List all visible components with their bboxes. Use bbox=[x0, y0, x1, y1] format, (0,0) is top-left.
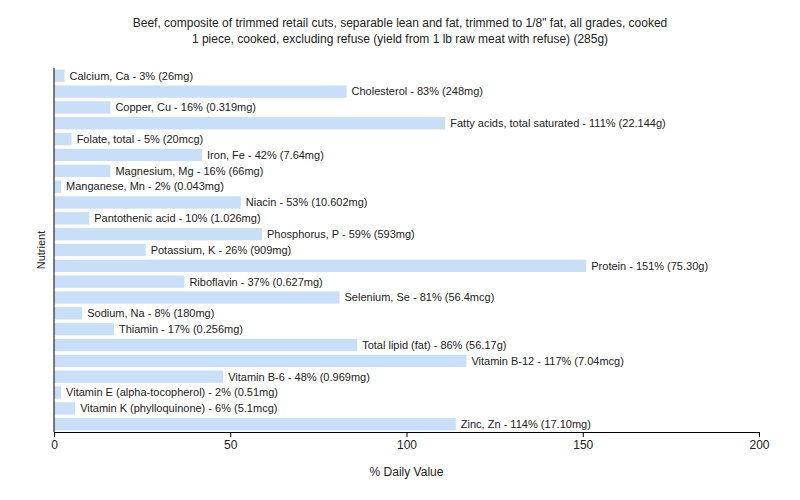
x-tick-label: 50 bbox=[224, 438, 238, 452]
chart: Beef, composite of trimmed retail cuts, … bbox=[0, 0, 800, 500]
bar bbox=[54, 386, 61, 398]
x-axis-title: % Daily Value bbox=[370, 465, 444, 479]
x-tick-mark bbox=[230, 432, 231, 437]
x-tick-mark bbox=[407, 432, 408, 437]
data-label: Fatty acids, total saturated - 111% (22.… bbox=[450, 117, 665, 129]
bar bbox=[54, 117, 445, 129]
title: Beef, composite of trimmed retail cuts, … bbox=[133, 16, 668, 30]
data-label: Phosphorus, P - 59% (593mg) bbox=[267, 228, 415, 240]
x-tick-label: 0 bbox=[51, 438, 58, 452]
data-label: Iron, Fe - 42% (7.64mg) bbox=[207, 149, 324, 161]
x-tick-label: 150 bbox=[573, 438, 593, 452]
data-label: Copper, Cu - 16% (0.319mg) bbox=[115, 101, 256, 113]
data-labels: Calcium, Ca - 3% (26mg) Cholesterol - 83%… bbox=[66, 70, 708, 430]
bar bbox=[54, 180, 61, 192]
bar bbox=[54, 133, 72, 145]
data-label: Riboflavin - 37% (0.627mg) bbox=[189, 276, 322, 288]
data-label: Potassium, K - 26% (909mg) bbox=[151, 244, 292, 256]
data-label: Pantothenic acid - 10% (1.026mg) bbox=[94, 212, 260, 224]
bar bbox=[54, 307, 82, 319]
x-tick-mark bbox=[54, 432, 55, 437]
data-label: Protein - 151% (75.30g) bbox=[591, 260, 708, 272]
data-label: Vitamin B-12 - 117% (7.04mcg) bbox=[471, 355, 623, 367]
x-axis: 0 50 100 150 200 bbox=[51, 432, 770, 452]
bar bbox=[54, 101, 110, 113]
data-label: Manganese, Mn - 2% (0.043mg) bbox=[66, 180, 224, 192]
bar bbox=[54, 402, 75, 414]
x-tick: 150 bbox=[573, 432, 593, 452]
bar bbox=[54, 196, 241, 208]
x-tick-label: 100 bbox=[397, 438, 417, 452]
bar bbox=[54, 70, 65, 82]
x-tick: 100 bbox=[397, 432, 417, 452]
x-tick: 0 bbox=[51, 432, 58, 452]
data-label: Thiamin - 17% (0.256mg) bbox=[119, 323, 243, 335]
plot: Calcium, Ca - 3% (26mg) Cholesterol - 83%… bbox=[51, 68, 770, 452]
bar bbox=[54, 260, 586, 272]
bar bbox=[54, 291, 340, 303]
bar bbox=[54, 355, 466, 367]
bar bbox=[54, 339, 357, 351]
bar bbox=[54, 371, 223, 383]
x-axis-line bbox=[55, 433, 760, 438]
x-tick-label: 200 bbox=[749, 438, 769, 452]
y-axis-line bbox=[54, 68, 55, 432]
bar bbox=[54, 149, 202, 161]
data-label: Vitamin K (phylloquinone) - 6% (5.1mcg) bbox=[80, 402, 277, 414]
bar bbox=[54, 212, 89, 224]
data-label: Vitamin E (alpha-tocopherol) - 2% (0.51m… bbox=[66, 386, 278, 398]
bar bbox=[54, 418, 456, 430]
bar bbox=[54, 244, 146, 256]
x-tick: 200 bbox=[749, 432, 769, 452]
data-label: Calcium, Ca - 3% (26mg) bbox=[70, 70, 193, 82]
x-tick: 50 bbox=[224, 432, 238, 452]
title-group: Beef, composite of trimmed retail cuts, … bbox=[133, 16, 668, 46]
x-tick-mark bbox=[583, 432, 584, 437]
title: 1 piece, cooked, excluding refuse (yield… bbox=[192, 32, 608, 46]
bar bbox=[54, 276, 184, 288]
data-label: Magnesium, Mg - 16% (66mg) bbox=[115, 165, 263, 177]
data-label: Selenium, Se - 81% (56.4mcg) bbox=[345, 291, 495, 303]
bar bbox=[54, 85, 347, 97]
y-axis-title: Nutrient bbox=[35, 231, 47, 270]
data-label: Zinc, Zn - 114% (17.10mg) bbox=[461, 418, 591, 430]
data-label: Total lipid (fat) - 86% (56.17g) bbox=[362, 339, 506, 351]
data-label: Cholesterol - 83% (248mg) bbox=[352, 85, 483, 97]
data-label: Folate, total - 5% (20mcg) bbox=[77, 133, 204, 145]
x-tick-mark bbox=[759, 432, 760, 437]
bar bbox=[54, 228, 262, 240]
data-label: Sodium, Na - 8% (180mg) bbox=[87, 307, 214, 319]
data-label: Vitamin B-6 - 48% (0.969mg) bbox=[228, 371, 370, 383]
data-label: Niacin - 53% (10.602mg) bbox=[246, 196, 368, 208]
bar bbox=[54, 165, 110, 177]
bar bbox=[54, 323, 114, 335]
